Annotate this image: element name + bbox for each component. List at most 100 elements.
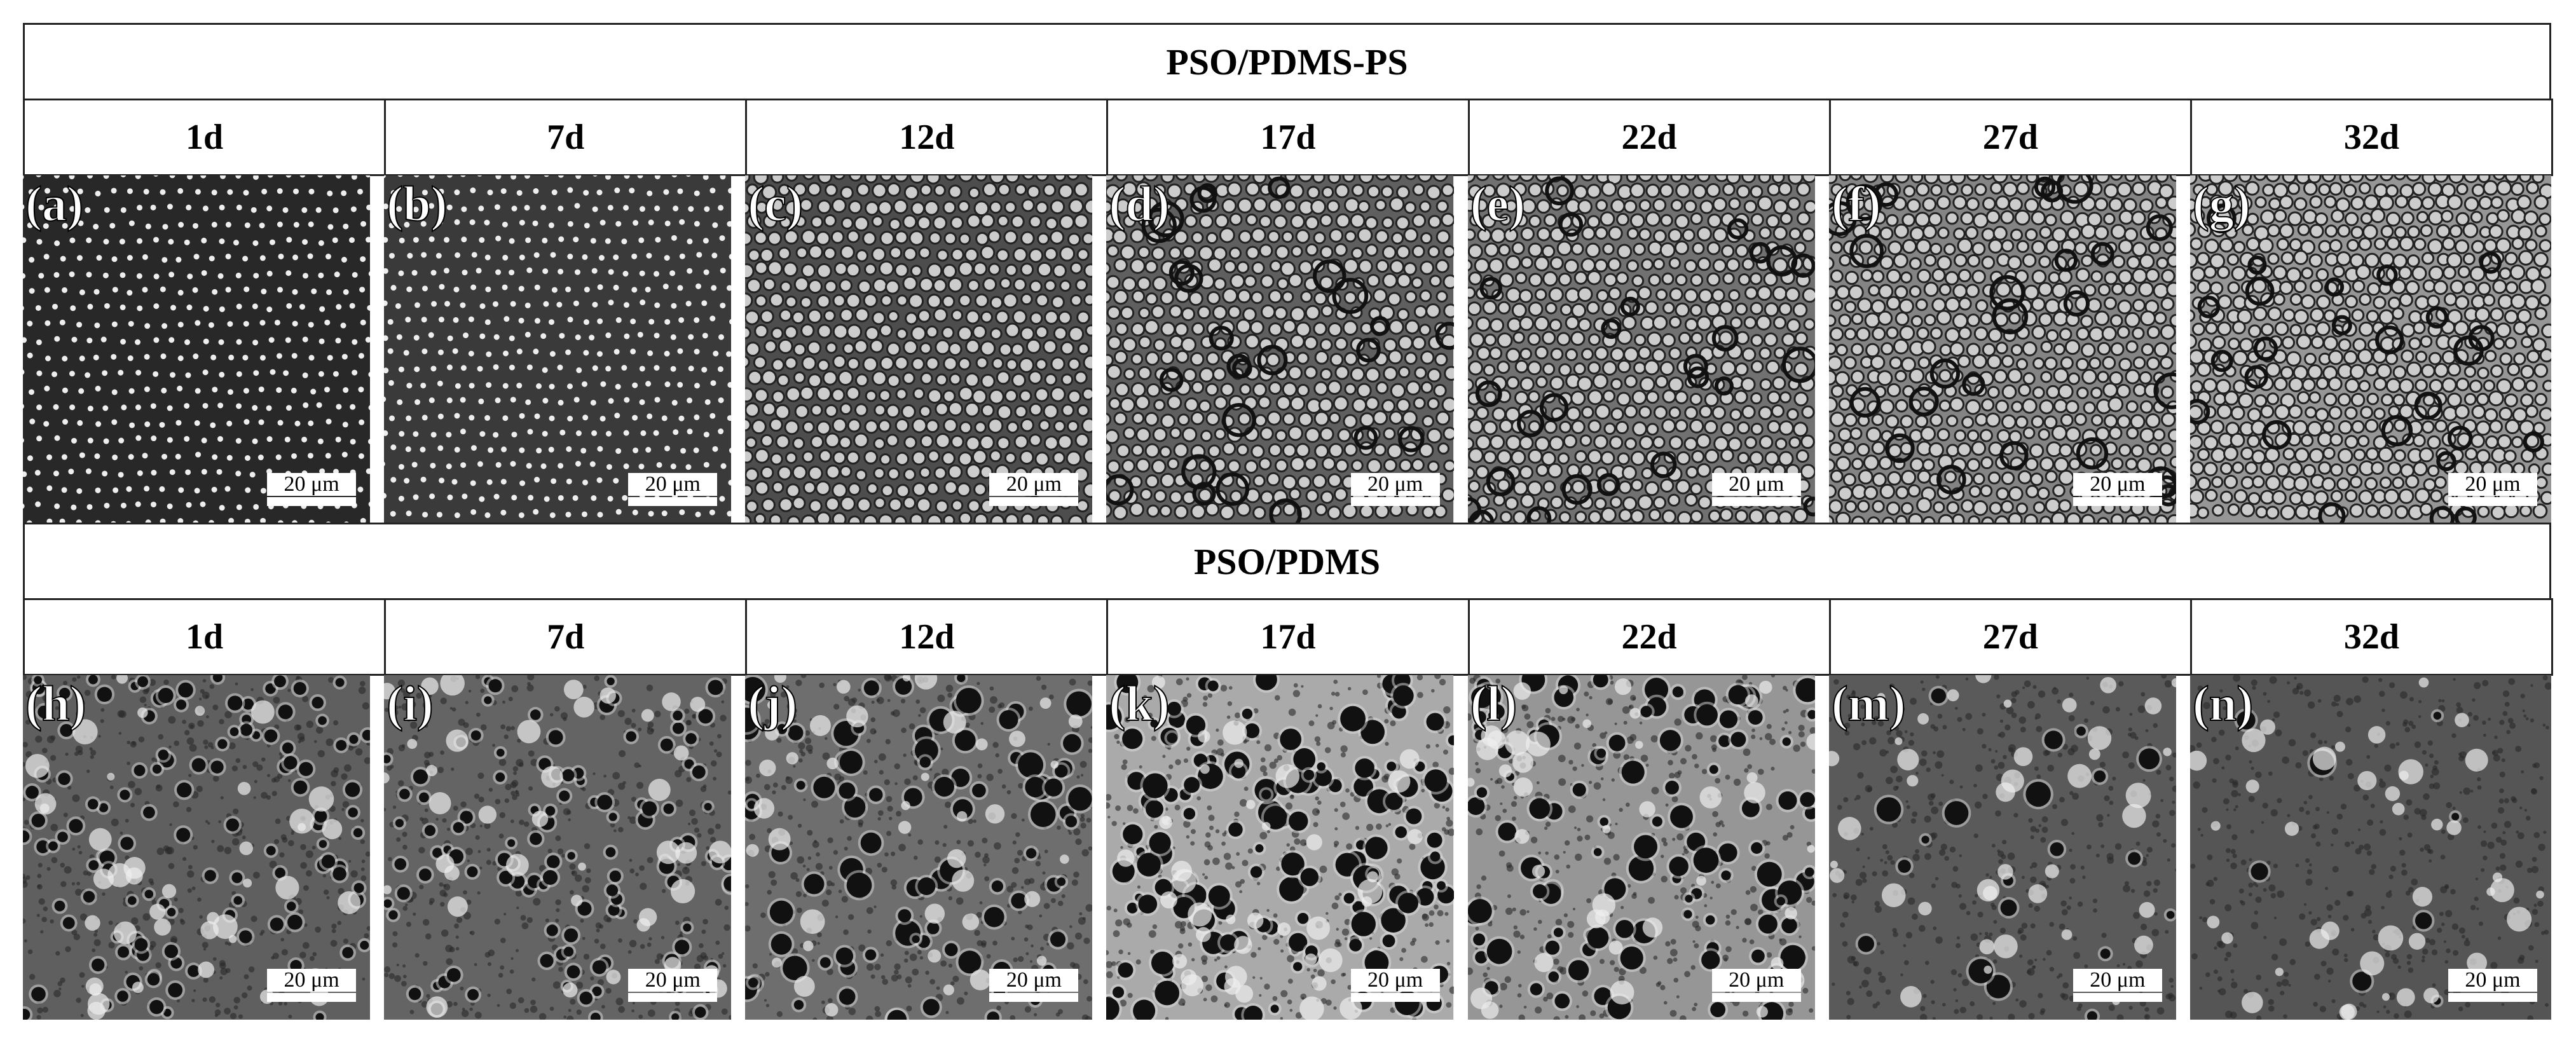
scale-bar: 20 μm	[628, 969, 718, 1002]
panel-label: (f)	[1831, 175, 1882, 232]
scale-bar-text: 20 μm	[1350, 969, 1440, 992]
micrograph-image	[1828, 675, 2176, 1020]
panel-label: (c)	[747, 175, 804, 232]
micrograph-image	[1106, 675, 1454, 1020]
micrograph-image	[745, 675, 1093, 1020]
column-label: 1d	[23, 598, 387, 676]
scale-bar-text: 20 μm	[1350, 473, 1440, 496]
column-label: 17d	[1106, 598, 1470, 676]
scale-bar: 20 μm	[1711, 969, 1801, 1002]
scale-bar-text: 20 μm	[628, 473, 718, 496]
micrograph: (i) 20 μm	[384, 675, 732, 1020]
micrograph: (g) 20 μm	[2189, 175, 2551, 524]
scale-bar-line	[2072, 497, 2162, 506]
scale-bar-line	[1711, 993, 1801, 1002]
column-label: 1d	[23, 99, 387, 176]
section-title: PSO/PDMS	[23, 523, 2551, 600]
scale-bar: 20 μm	[989, 969, 1079, 1002]
scale-bar-line	[628, 993, 718, 1002]
column-label: 12d	[745, 99, 1109, 176]
micrograph-image	[23, 175, 371, 524]
panel-label: (e)	[1470, 175, 1526, 232]
micrograph: (j) 20 μm	[745, 675, 1093, 1020]
scale-bar-line	[628, 497, 718, 506]
micrograph-image	[1467, 675, 1815, 1020]
scale-bar: 20 μm	[628, 473, 718, 506]
micrograph: (f) 20 μm	[1828, 175, 2176, 524]
scale-bar-text: 20 μm	[1711, 473, 1801, 496]
scale-bar: 20 μm	[267, 473, 357, 506]
panel-label: (i)	[386, 675, 434, 732]
scale-bar: 20 μm	[2448, 969, 2537, 1002]
micrograph-image	[2189, 175, 2551, 524]
panel-label: (k)	[1108, 675, 1170, 732]
micrograph: (c) 20 μm	[745, 175, 1093, 524]
scale-bar-text: 20 μm	[267, 969, 357, 992]
scale-bar: 20 μm	[1350, 473, 1440, 506]
column-label: 7d	[384, 99, 748, 176]
micrograph: (l) 20 μm	[1467, 675, 1815, 1020]
column-label: 12d	[745, 598, 1109, 676]
scale-bar-line	[1350, 497, 1440, 506]
micrograph-image	[1106, 175, 1454, 524]
panel-label: (h)	[25, 675, 86, 732]
scale-bar-text: 20 μm	[1711, 969, 1801, 992]
column-label: 17d	[1106, 99, 1470, 176]
column-label: 32d	[2189, 598, 2553, 676]
scale-bar-text: 20 μm	[628, 969, 718, 992]
scale-bar: 20 μm	[1350, 969, 1440, 1002]
scale-bar: 20 μm	[1711, 473, 1801, 506]
scale-bar: 20 μm	[2072, 969, 2162, 1002]
micrograph: (k) 20 μm	[1106, 675, 1454, 1020]
section-title: PSO/PDMS-PS	[23, 23, 2551, 100]
scale-bar: 20 μm	[2072, 473, 2162, 506]
micrograph-image	[1467, 175, 1815, 524]
scale-bar-text: 20 μm	[989, 969, 1079, 992]
scale-bar: 20 μm	[2448, 473, 2537, 506]
scale-bar-line	[2448, 993, 2537, 1002]
micrograph-image	[384, 175, 732, 524]
scale-bar-text: 20 μm	[2448, 473, 2537, 496]
micrograph: (n) 20 μm	[2189, 675, 2551, 1020]
scale-bar-line	[2072, 993, 2162, 1002]
column-label: 27d	[1828, 598, 2192, 676]
panel-label: (j)	[747, 675, 798, 732]
scale-bar-text: 20 μm	[2072, 969, 2162, 992]
panel-label: (d)	[1108, 175, 1170, 232]
panel-label: (b)	[386, 175, 448, 232]
micrograph-image	[2189, 675, 2551, 1020]
scale-bar: 20 μm	[267, 969, 357, 1002]
column-label: 22d	[1467, 99, 1831, 176]
scale-bar-text: 20 μm	[2072, 473, 2162, 496]
panel-label: (l)	[1470, 675, 1518, 732]
column-label: 27d	[1828, 99, 2192, 176]
panel-label: (g)	[2192, 175, 2251, 232]
scale-bar-text: 20 μm	[989, 473, 1079, 496]
micrograph-image	[1828, 175, 2176, 524]
column-label: 22d	[1467, 598, 1831, 676]
micrograph: (e) 20 μm	[1467, 175, 1815, 524]
panel-label: (m)	[1831, 675, 1907, 732]
micrograph-image	[384, 675, 732, 1020]
scale-bar: 20 μm	[989, 473, 1079, 506]
scale-bar-text: 20 μm	[267, 473, 357, 496]
scale-bar-text: 20 μm	[2448, 969, 2537, 992]
scale-bar-line	[267, 497, 357, 506]
scale-bar-line	[989, 497, 1079, 506]
micrograph: (m) 20 μm	[1828, 675, 2176, 1020]
panel-label: (a)	[25, 175, 84, 232]
panel-label: (n)	[2192, 675, 2254, 732]
column-label: 32d	[2189, 99, 2553, 176]
micrograph: (a) 20 μm	[23, 175, 371, 524]
scale-bar-line	[267, 993, 357, 1002]
micrograph: (d) 20 μm	[1106, 175, 1454, 524]
scale-bar-line	[989, 993, 1079, 1002]
micrograph: (h) 20 μm	[23, 675, 371, 1020]
micrograph: (b) 20 μm	[384, 175, 732, 524]
micrograph-image	[23, 675, 371, 1020]
scale-bar-line	[2448, 497, 2537, 506]
scale-bar-line	[1350, 993, 1440, 1002]
column-label: 7d	[384, 598, 748, 676]
scale-bar-line	[1711, 497, 1801, 506]
